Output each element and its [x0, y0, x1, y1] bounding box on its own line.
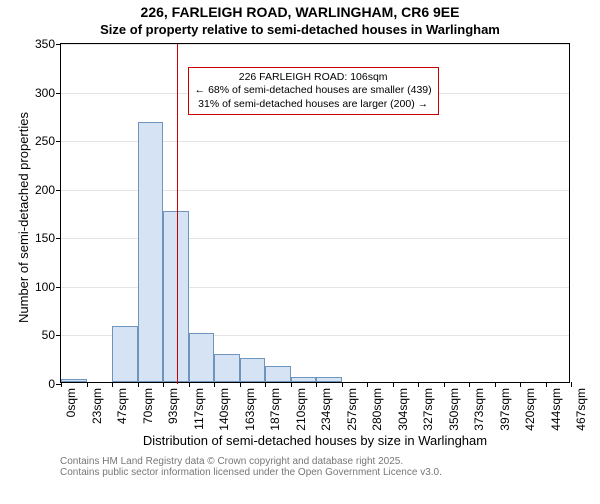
x-tick-label: 163sqm [243, 388, 257, 431]
chart-title-block: 226, FARLEIGH ROAD, WARLINGHAM, CR6 9EE … [0, 4, 600, 37]
x-tick-label: 234sqm [319, 388, 333, 431]
y-tick [56, 93, 61, 94]
x-tick [316, 382, 317, 387]
histogram-bar [163, 211, 189, 382]
x-tick [444, 382, 445, 387]
x-tick [61, 382, 62, 387]
property-marker-line [177, 44, 178, 384]
x-tick [163, 382, 164, 387]
histogram-bar [265, 366, 291, 382]
annotation-line: ← 68% of semi-detached houses are smalle… [195, 84, 432, 97]
x-tick [571, 382, 572, 387]
x-tick [138, 382, 139, 387]
y-tick [56, 335, 61, 336]
x-tick-label: 304sqm [396, 388, 410, 431]
y-axis-title: Number of semi-detached properties [16, 112, 31, 323]
x-tick-label: 0sqm [64, 388, 78, 417]
x-tick [520, 382, 521, 387]
x-tick [393, 382, 394, 387]
x-tick-label: 280sqm [370, 388, 384, 431]
x-tick-label: 187sqm [268, 388, 282, 431]
x-tick-label: 140sqm [217, 388, 231, 431]
x-tick-label: 257sqm [345, 388, 359, 431]
x-tick [418, 382, 419, 387]
credit-line-1: Contains HM Land Registry data © Crown c… [60, 456, 600, 467]
x-tick-label: 47sqm [115, 388, 129, 424]
y-tick [56, 141, 61, 142]
x-tick [240, 382, 241, 387]
histogram-bar [214, 354, 240, 382]
x-tick [546, 382, 547, 387]
title-line-1: 226, FARLEIGH ROAD, WARLINGHAM, CR6 9EE [0, 4, 600, 20]
x-tick-label: 350sqm [447, 388, 461, 431]
x-tick-label: 117sqm [192, 388, 206, 430]
histogram-bar [112, 326, 138, 382]
title-line-2: Size of property relative to semi-detach… [0, 22, 600, 37]
x-tick-label: 444sqm [549, 388, 563, 431]
x-tick [291, 382, 292, 387]
x-tick-label: 397sqm [498, 388, 512, 431]
credits-block: Contains HM Land Registry data © Crown c… [60, 456, 600, 478]
x-tick-label: 210sqm [294, 388, 308, 431]
y-tick [56, 287, 61, 288]
y-tick [56, 190, 61, 191]
annotation-line: 31% of semi-detached houses are larger (… [195, 98, 432, 111]
y-tick [56, 238, 61, 239]
x-tick-label: 93sqm [166, 388, 180, 424]
histogram-bar [189, 333, 215, 382]
x-tick [214, 382, 215, 387]
x-tick [342, 382, 343, 387]
x-tick [367, 382, 368, 387]
histogram-bar [291, 377, 317, 382]
x-tick-label: 420sqm [523, 388, 537, 431]
histogram-bar [240, 358, 266, 382]
x-tick-label: 467sqm [574, 388, 588, 431]
annotation-line: 226 FARLEIGH ROAD: 106sqm [195, 71, 432, 84]
credit-line-2: Contains public sector information licen… [60, 467, 600, 478]
x-tick [87, 382, 88, 387]
x-tick-label: 70sqm [141, 388, 155, 424]
x-tick [265, 382, 266, 387]
x-tick [495, 382, 496, 387]
x-tick [469, 382, 470, 387]
x-tick-label: 327sqm [421, 388, 435, 431]
gridline [61, 44, 569, 45]
chart-container: Number of semi-detached properties 05010… [60, 43, 600, 448]
y-tick [56, 44, 61, 45]
x-tick [189, 382, 190, 387]
x-axis-title: Distribution of semi-detached houses by … [60, 433, 570, 448]
x-tick [112, 382, 113, 387]
annotation-box: 226 FARLEIGH ROAD: 106sqm← 68% of semi-d… [188, 67, 439, 114]
x-tick-label: 23sqm [90, 388, 104, 424]
histogram-bar [61, 379, 87, 382]
plot-area: 0501001502002503003500sqm23sqm47sqm70sqm… [60, 43, 570, 383]
histogram-bar [138, 122, 164, 382]
x-tick-label: 373sqm [472, 388, 486, 431]
histogram-bar [316, 377, 342, 382]
